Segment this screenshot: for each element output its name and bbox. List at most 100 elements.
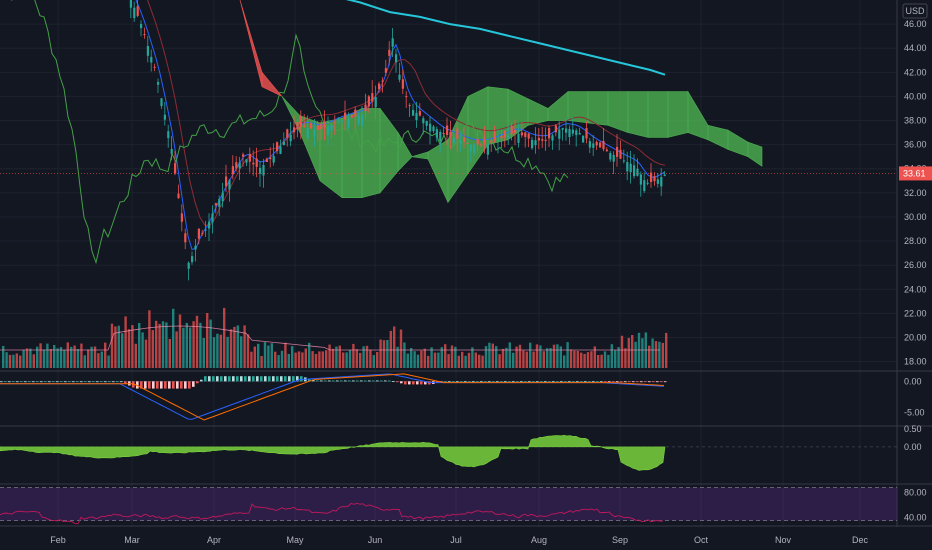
volume-bar [552, 344, 556, 368]
macd-histogram-bar [348, 380, 351, 382]
volume-bar [192, 321, 195, 368]
macd-histogram-bar [296, 376, 299, 382]
macd-histogram-bar [200, 379, 203, 382]
volume-bar [467, 352, 471, 368]
candle-body [578, 133, 581, 135]
macd-histogram-bar [584, 381, 587, 383]
macd-histogram-bar [472, 381, 475, 383]
macd-histogram-bar [460, 381, 463, 383]
macd-histogram-bar [596, 381, 599, 383]
volume-bar [569, 349, 573, 368]
price-tick: 46.00 [904, 19, 927, 29]
macd-histogram-bar [344, 380, 347, 382]
macd-histogram-bar [592, 381, 595, 383]
macd-histogram-bar [312, 379, 315, 382]
month-label-dec: Dec [852, 535, 869, 545]
macd-histogram-bar [32, 381, 35, 383]
cloud-segment [687, 90, 709, 141]
candle-body [500, 135, 503, 139]
macd-histogram-bar [204, 376, 207, 382]
cloud-segment [261, 71, 283, 97]
candle-body [323, 122, 326, 128]
macd-histogram-bar [336, 380, 339, 382]
macd-histogram-bar [400, 381, 403, 384]
volume-bar [250, 351, 253, 368]
macd-histogram-bar [560, 381, 563, 383]
macd-histogram-bar [300, 376, 303, 382]
volume-bar [178, 314, 182, 368]
macd-histogram-bar [540, 381, 543, 383]
candle-body [235, 162, 238, 169]
volume-bar [474, 352, 477, 368]
volume-bar [416, 354, 420, 368]
ichimoku-cloud [239, 0, 763, 204]
candle-body [170, 148, 173, 154]
volume-bar [389, 330, 392, 368]
volume-bar [423, 348, 426, 368]
candle-body [408, 105, 411, 107]
candle-body [466, 142, 469, 144]
volume-bar [529, 342, 532, 368]
volume-bar [338, 345, 341, 368]
candle-body [432, 126, 435, 132]
candle-body [303, 125, 306, 128]
macd-histogram-bar [244, 376, 247, 382]
volume-bar [586, 352, 590, 368]
candle-body [272, 155, 275, 163]
macd-histogram-bar [552, 381, 555, 383]
candle-body [204, 229, 207, 231]
macd-histogram-bar [572, 381, 575, 383]
macd-histogram-bar [104, 381, 107, 383]
candle-body [269, 157, 272, 160]
macd-histogram-bar [248, 376, 251, 382]
candle-body [486, 143, 489, 155]
macd-histogram-bar [16, 381, 19, 383]
volume-bar [104, 342, 107, 368]
macd-histogram-bar [456, 381, 459, 383]
candle-body [259, 167, 262, 174]
volume-bar [314, 354, 318, 368]
candle-body [228, 180, 231, 190]
candle-body [252, 162, 255, 165]
cloud-segment [587, 91, 609, 126]
volume-bar [301, 352, 304, 368]
candle-body [646, 182, 649, 184]
oscillator-area [0, 434, 666, 471]
volume-bar [525, 351, 528, 368]
candle-body [599, 142, 602, 148]
candle-body [663, 174, 666, 176]
candle-body [371, 93, 374, 102]
candle-body [194, 245, 197, 250]
candle-body [602, 140, 605, 150]
candle-body [653, 176, 656, 182]
candle-body [561, 128, 564, 130]
macd-histogram-bar [152, 381, 155, 389]
volume-bar [484, 346, 488, 368]
macd-histogram-bar [212, 376, 215, 382]
volume-bar [56, 348, 59, 368]
candle-body [140, 24, 143, 29]
volume-bar [437, 352, 440, 368]
macd-histogram-bar [180, 381, 183, 389]
candle-body [197, 228, 200, 239]
volume-bar [97, 353, 100, 368]
volume-bar [195, 315, 199, 368]
macd-histogram-bar [524, 381, 527, 383]
macd-histogram-bar [356, 380, 359, 382]
macd-histogram-bar [380, 380, 383, 382]
cloud-segment [607, 91, 629, 134]
candle-body [568, 129, 571, 138]
macd-histogram-bar [604, 381, 607, 383]
candle-body [534, 140, 537, 146]
macd-histogram-bar [116, 381, 119, 383]
macd-histogram-bar [352, 380, 355, 382]
candle-body [201, 233, 204, 235]
candle-body [153, 66, 156, 68]
cloud-segment [397, 131, 413, 172]
currency-label: USD [905, 6, 925, 16]
volume-bar [158, 323, 161, 368]
price-tick: 24.00 [904, 284, 927, 294]
volume-bar [206, 313, 209, 368]
macd-histogram-bar [516, 381, 519, 383]
